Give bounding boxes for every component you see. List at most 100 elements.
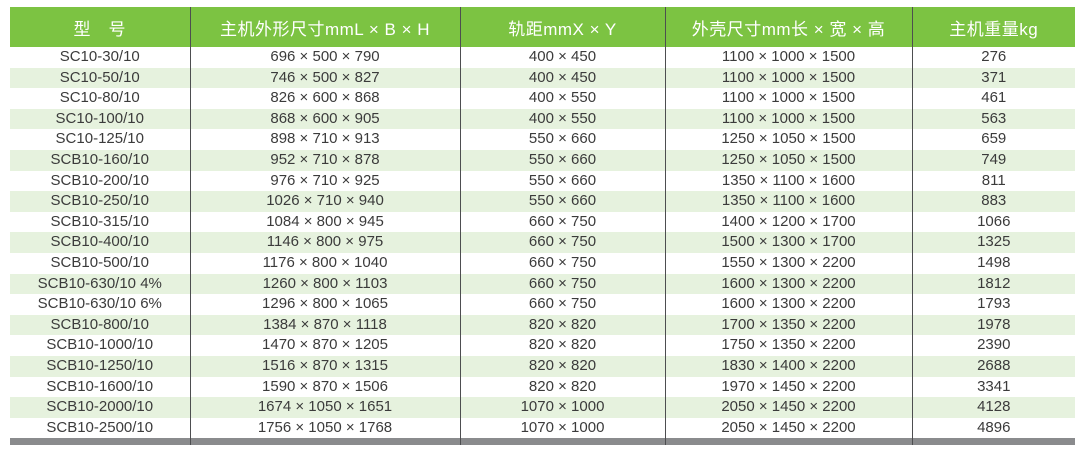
table-cell: 696 × 500 × 790 xyxy=(189,47,460,68)
table-cell: 1250 × 1050 × 1500 xyxy=(664,149,912,171)
table-cell: 371 xyxy=(911,67,1075,89)
table-cell: 1084 × 800 × 945 xyxy=(189,211,460,233)
table-cell: 400 × 450 xyxy=(459,47,665,68)
table-cell: 276 xyxy=(911,47,1075,68)
table-cell: 2050 × 1450 × 2200 xyxy=(664,397,912,418)
table-cell: 1793 xyxy=(911,294,1075,315)
table-cell: 1970 × 1450 × 2200 xyxy=(664,376,912,398)
table-cell: 400 × 550 xyxy=(459,88,665,109)
table-cell: 811 xyxy=(911,170,1075,192)
table-row: SCB10-1000/10 1470 × 870 × 1205 820 × 820 1… xyxy=(10,335,1075,356)
table-cell: SCB10-160/10 xyxy=(10,149,190,171)
table-cell: SC10-100/10 xyxy=(10,108,190,130)
table-cell: 976 × 710 × 925 xyxy=(189,170,460,192)
table-cell: 660 × 750 xyxy=(459,252,665,274)
table-cell: 2050 × 1450 × 2200 xyxy=(664,417,912,439)
table-row: SCB10-2000/10 1674 × 1050 × 1651 1070 × 10… xyxy=(10,397,1075,418)
table-cell: 400 × 450 xyxy=(459,67,665,89)
table-cell: 1470 × 870 × 1205 xyxy=(189,335,460,356)
table-cell: SC10-125/10 xyxy=(55,130,144,148)
table-cell: 1100 × 1000 × 1500 xyxy=(664,88,912,109)
table-cell: 1100 × 1000 × 1500 xyxy=(664,47,912,68)
table-cell: 4896 xyxy=(911,417,1075,439)
table-cell: SCB10-2000/10 xyxy=(10,397,190,418)
table-cell: 660 × 750 xyxy=(459,211,665,233)
table-row: SCB10-160/10 952 × 710 × 878 550 × 660 1250… xyxy=(10,149,1075,171)
table-cell: 1250 × 1050 × 1500 xyxy=(664,129,912,150)
table-cell: 2688 xyxy=(911,355,1075,377)
table-row: SCB10-250/10 1026 × 710 × 940 550 × 660 135… xyxy=(10,191,1075,212)
table-cell: 1296 × 800 × 1065 xyxy=(189,294,460,315)
table-cell: 2390 xyxy=(911,335,1075,356)
table-cell: 550 × 660 xyxy=(459,191,665,212)
header-row: 型 号 主机外形尺寸mmL × B × H 轨距mmX × Y 外壳尺寸mm长 … xyxy=(10,7,1075,47)
table-cell: SC10-80/10 xyxy=(59,89,140,107)
table-cell: 868 × 600 × 905 xyxy=(189,108,460,130)
table-cell: 1146 × 800 × 975 xyxy=(189,232,460,253)
table-row: SCB10-2500/10 1756 × 1050 × 1768 1070 × 10… xyxy=(10,417,1075,439)
table-cell: 660 × 750 xyxy=(459,232,665,253)
table-cell: 1812 xyxy=(911,273,1075,295)
table-row: SCB10-1600/10 1590 × 870 × 1506 820 × 820 1… xyxy=(10,376,1075,398)
table-cell: 1500 × 1300 × 1700 xyxy=(664,232,912,253)
table-cell: 952 × 710 × 878 xyxy=(189,149,460,171)
table-row: SC10-50/10 746 × 500 × 827 400 × 450 1100 ×… xyxy=(10,67,1075,89)
table-cell: 1070 × 1000 xyxy=(459,397,665,418)
table-cell: 1516 × 870 × 1315 xyxy=(189,355,460,377)
table-row: SC10-125/10 898 × 710 × 913 550 × 660 1250 … xyxy=(10,129,1075,150)
table-cell: 659 xyxy=(911,129,1075,150)
table-cell: SCB10-200/10 xyxy=(50,171,149,189)
table-cell: 749 xyxy=(911,149,1075,171)
table-row: SC10-80/10 826 × 600 × 868 400 × 550 1100 ×… xyxy=(10,88,1075,109)
table-cell: 1750 × 1350 × 2200 xyxy=(664,335,912,356)
table-cell: 461 xyxy=(911,88,1075,109)
column-header-weight: 主机重量kg xyxy=(911,7,1075,47)
table-cell: 1978 xyxy=(911,314,1075,336)
table-cell: SCB10-800/10 xyxy=(10,314,190,336)
table-cell: 820 × 820 xyxy=(459,335,665,356)
table-cell: 898 × 710 × 913 xyxy=(189,129,460,150)
table-cell: SCB10-1250/10 xyxy=(10,355,190,377)
column-header-dimensions: 主机外形尺寸mmL × B × H xyxy=(189,7,460,47)
table-cell: 1070 × 1000 xyxy=(459,417,665,439)
table-cell: 1590 × 870 × 1506 xyxy=(189,376,460,398)
table-cell: SCB10-315/10 xyxy=(50,212,149,230)
spec-table: 型 号 主机外形尺寸mmL × B × H 轨距mmX × Y 外壳尺寸mm长 … xyxy=(10,7,1075,446)
table-cell: 1384 × 870 × 1118 xyxy=(189,314,460,336)
table-cell: 660 × 750 xyxy=(459,294,665,315)
table-cell: 1830 × 1400 × 2200 xyxy=(664,355,912,377)
column-header-shell-size: 外壳尺寸mm长 × 宽 × 高 xyxy=(664,7,912,47)
table-row: SCB10-315/10 1084 × 800 × 945 660 × 750 140… xyxy=(10,211,1075,233)
table-cell: SCB10-500/10 xyxy=(50,253,149,271)
table-cell: 1700 × 1350 × 2200 xyxy=(664,314,912,336)
table-cell: 1066 xyxy=(911,211,1075,233)
table-body: SC10-30/10 696 × 500 × 790 400 × 450 1100 ×… xyxy=(10,47,1075,439)
table-cell: 820 × 820 xyxy=(459,355,665,377)
table-cell: 400 × 550 xyxy=(459,108,665,130)
table-cell: SCB10-630/10 6% xyxy=(37,295,162,313)
table-cell: SCB10-2500/10 xyxy=(46,418,154,436)
table-cell: 1350 × 1100 × 1600 xyxy=(664,191,912,212)
table-cell: 1756 × 1050 × 1768 xyxy=(189,417,460,439)
table-cell: 1674 × 1050 × 1651 xyxy=(189,397,460,418)
table-footer xyxy=(10,438,1075,446)
table-cell: 550 × 660 xyxy=(459,129,665,150)
bottom-bar xyxy=(10,438,1075,446)
table-cell: 1600 × 1300 × 2200 xyxy=(664,273,912,295)
table-header: 型 号 主机外形尺寸mmL × B × H 轨距mmX × Y 外壳尺寸mm长 … xyxy=(10,7,1075,47)
table-cell: 746 × 500 × 827 xyxy=(189,67,460,89)
table-cell: 1176 × 800 × 1040 xyxy=(189,252,460,274)
table-row: SCB10-1250/10 1516 × 870 × 1315 820 × 820 1… xyxy=(10,355,1075,377)
table-cell: 1498 xyxy=(911,252,1075,274)
table-row: SCB10-630/10 6% 1296 × 800 × 1065 660 × 75… xyxy=(10,294,1075,315)
table-cell: 1325 xyxy=(911,232,1075,253)
table-cell: 1600 × 1300 × 2200 xyxy=(664,294,912,315)
table-row: SC10-30/10 696 × 500 × 790 400 × 450 1100 ×… xyxy=(10,47,1075,68)
table-cell: 550 × 660 xyxy=(459,149,665,171)
table-row: SC10-100/10 868 × 600 × 905 400 × 550 1100 … xyxy=(10,108,1075,130)
table-cell: SCB10-1600/10 xyxy=(46,377,154,395)
table-cell: SCB10-1000/10 xyxy=(46,336,154,354)
table-row: SCB10-500/10 1176 × 800 × 1040 660 × 750 15… xyxy=(10,252,1075,274)
table-cell: 4128 xyxy=(911,397,1075,418)
table-cell: 3341 xyxy=(911,376,1075,398)
